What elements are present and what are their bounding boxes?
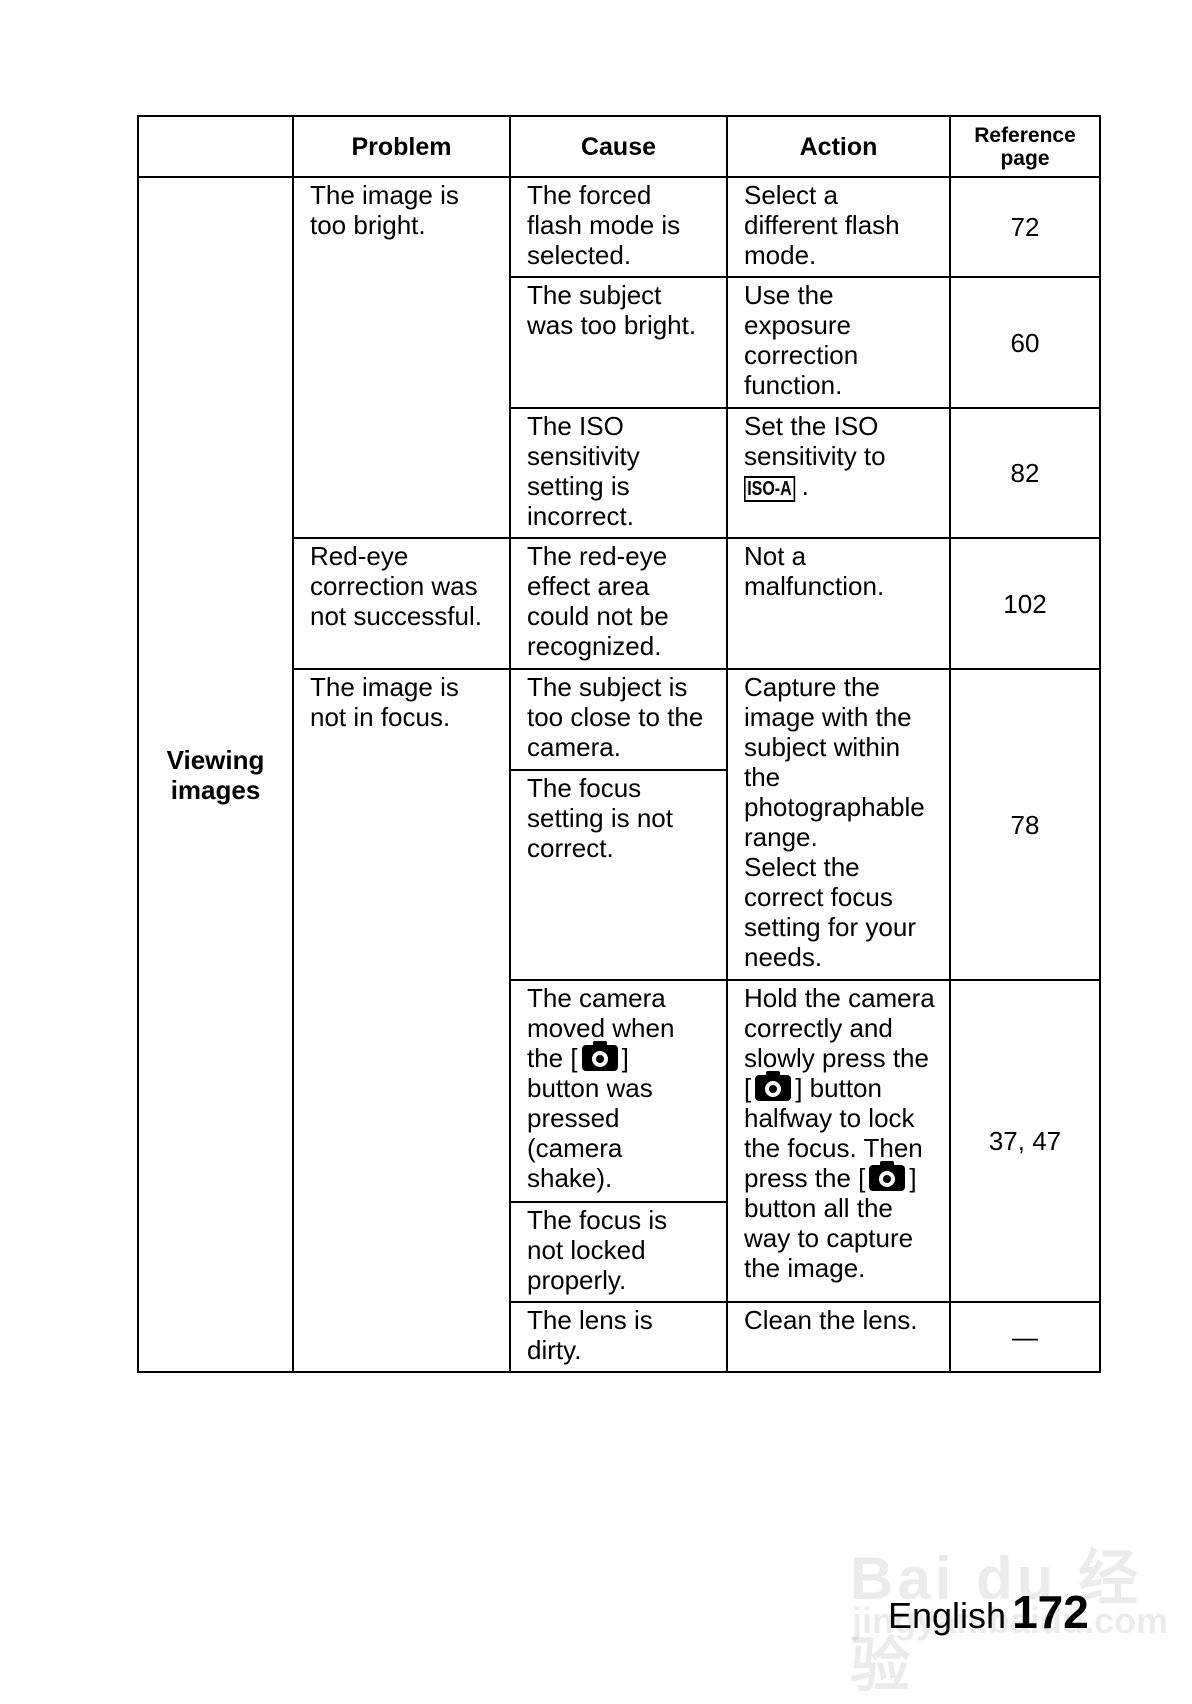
table-row: Red-eye correction was not successful. T… xyxy=(138,537,1101,670)
camera-icon xyxy=(755,1071,792,1101)
action-cell: Capture the image with the subject withi… xyxy=(726,668,951,981)
action-cell: Not a malfunction. xyxy=(726,537,951,670)
cause-cell: The camera moved when the [] button was … xyxy=(509,979,728,1203)
header-cause: Cause xyxy=(509,115,728,178)
cause-cell: The focus setting is not correct. xyxy=(509,769,728,981)
troubleshooting-table: Problem Cause Action Reference page View… xyxy=(137,115,1101,1373)
page-footer: English 172 xyxy=(888,1585,1089,1639)
cause-cell: The lens is dirty. xyxy=(509,1301,728,1373)
camera-icon xyxy=(869,1161,906,1191)
reference-cell: 102 xyxy=(949,537,1101,670)
table-row: The camera moved when the [] button was … xyxy=(138,979,1101,1303)
camera-icon xyxy=(581,1041,618,1071)
problem-cell: The image is not in focus. xyxy=(292,668,511,1373)
table-row: The lens is dirty. Clean the lens. — xyxy=(138,1301,1101,1373)
action-text: ] button halfway to lock the focus. Then… xyxy=(744,1073,923,1193)
reference-cell: — xyxy=(949,1301,1101,1373)
table-row: The ISO sensitivity setting is incorrect… xyxy=(138,407,1101,539)
cause-cell: The subject was too bright. xyxy=(509,276,728,409)
action-text: Set the ISO sensitivity to xyxy=(744,411,886,471)
problem-cell: The image is too bright. xyxy=(292,176,511,539)
iso-auto-icon: ISO-A xyxy=(744,476,795,502)
footer-language: English xyxy=(888,1595,1007,1636)
table-row: The focus is not locked properly. xyxy=(138,1201,1100,1303)
header-row: Problem Cause Action Reference page xyxy=(137,115,1101,178)
baidu-watermark-url: jingyan.baidu.com xyxy=(852,1600,1169,1641)
table-row: Viewing images The image is too bright. … xyxy=(137,176,1101,1373)
cause-cell: The subject is too close to the camera. xyxy=(509,668,728,771)
reference-cell: 82 xyxy=(949,407,1101,539)
category-cell: Viewing images xyxy=(137,176,294,1373)
header-blank xyxy=(137,115,294,178)
cause-cell: The focus is not locked properly. xyxy=(509,1201,728,1303)
reference-cell: 78 xyxy=(949,668,1101,981)
reference-cell: 72 xyxy=(949,176,1101,278)
action-cell: Set the ISO sensitivity to ISO-A. xyxy=(726,407,951,539)
cause-cell: The red-eye effect area could not be rec… xyxy=(509,537,728,670)
header-action: Action xyxy=(726,115,951,178)
cause-text: The camera moved when the [ xyxy=(527,983,675,1073)
action-text-end: . xyxy=(801,471,809,501)
page-number: 172 xyxy=(1012,1586,1089,1638)
action-cell: Clean the lens. xyxy=(726,1301,951,1373)
cause-cell: The forced flash mode is selected. xyxy=(509,176,728,278)
header-problem: Problem xyxy=(292,115,511,178)
reference-cell: 60 xyxy=(949,276,1101,409)
action-text: ] button all the way to capture the imag… xyxy=(744,1163,917,1283)
table-row: The image is not in focus. The subject i… xyxy=(138,668,1101,1373)
cause-text-end: ] button was pressed (camera shake). xyxy=(527,1043,653,1193)
action-cell: Select a different flash mode. xyxy=(726,176,951,278)
table-row: The focus setting is not correct. xyxy=(138,769,1100,981)
action-cell: Hold the camera correctly and slowly pre… xyxy=(726,979,951,1303)
header-reference-page: Reference page xyxy=(949,115,1101,178)
cause-cell: The ISO sensitivity setting is incorrect… xyxy=(509,407,728,539)
table-row: The subject was too bright. Use the expo… xyxy=(138,276,1101,409)
problem-cell: Red-eye correction was not successful. xyxy=(292,537,511,670)
action-text: Hold the camera correctly and slowly pre… xyxy=(744,983,935,1103)
reference-cell: 37, 47 xyxy=(949,979,1101,1303)
action-cell: Use the exposure correction function. xyxy=(726,276,951,409)
